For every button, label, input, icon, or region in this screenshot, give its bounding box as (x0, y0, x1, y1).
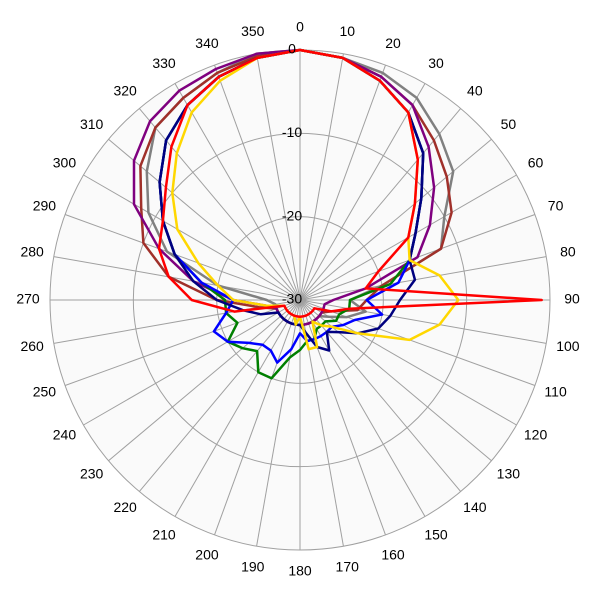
angle-label: 0 (296, 19, 304, 35)
angle-label: 330 (152, 55, 176, 71)
grid-spoke (299, 64, 386, 301)
angle-label: 250 (33, 384, 57, 400)
radius-label: -30 (282, 291, 302, 307)
grid-spoke (53, 256, 301, 301)
grid-spoke (299, 299, 547, 344)
series-line (157, 48, 543, 318)
angle-label: 180 (288, 563, 312, 579)
angle-label: 270 (16, 291, 40, 307)
grid-spoke (108, 299, 301, 462)
angle-label: 150 (424, 526, 448, 542)
angle-label: 310 (80, 116, 104, 132)
grid-spoke (299, 83, 426, 301)
grid-spoke (299, 256, 547, 301)
angle-label: 260 (20, 338, 44, 354)
grid-spoke (64, 214, 301, 301)
angle-label: 130 (497, 466, 521, 482)
angle-label: 100 (556, 338, 580, 354)
angle-label: 240 (53, 427, 77, 443)
radius-label: -20 (282, 207, 302, 223)
angle-label: 170 (336, 559, 360, 575)
angle-label: 40 (467, 82, 483, 98)
grid-spoke (138, 299, 301, 492)
grid-spoke (214, 64, 301, 301)
angle-label: 30 (428, 55, 444, 71)
angle-label: 340 (195, 35, 219, 51)
angle-label: 220 (113, 499, 137, 515)
angle-label: 80 (560, 243, 576, 259)
grid-spoke (214, 299, 301, 536)
grid-spoke (174, 299, 301, 517)
angle-label: 190 (241, 559, 265, 575)
angle-label: 230 (80, 466, 104, 482)
grid-spoke (83, 299, 301, 426)
grid-spoke (174, 83, 301, 301)
radius-label: 0 (288, 41, 296, 57)
angle-label: 60 (528, 155, 544, 171)
grid-spoke (256, 53, 301, 301)
angle-label: 140 (463, 499, 487, 515)
angle-label: 200 (195, 546, 219, 562)
angle-label: 110 (544, 384, 567, 400)
angle-label: 160 (381, 546, 405, 562)
angle-label: 20 (385, 35, 401, 51)
angle-label: 280 (20, 243, 44, 259)
angle-label: 210 (152, 526, 176, 542)
grid-spoke (256, 299, 301, 547)
angle-label: 290 (33, 198, 57, 214)
angle-label: 10 (339, 23, 355, 39)
angle-label: 90 (564, 291, 580, 307)
grid-spoke (299, 53, 344, 301)
angle-label: 320 (113, 82, 137, 98)
radius-label: -10 (282, 124, 302, 140)
angle-label: 120 (524, 427, 548, 443)
angle-label: 50 (501, 116, 517, 132)
grid-spoke (299, 138, 492, 301)
angle-label: 70 (548, 198, 564, 214)
angle-label: 350 (241, 23, 265, 39)
grid-spoke (83, 174, 301, 301)
angle-label: 300 (53, 155, 77, 171)
